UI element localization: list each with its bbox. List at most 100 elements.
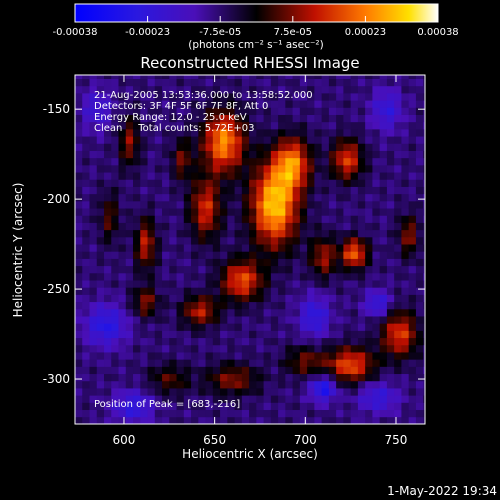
heatmap-cell: [365, 323, 373, 331]
heatmap-cell: [198, 280, 206, 288]
heatmap-cell: [147, 186, 156, 195]
heatmap-cell: [125, 143, 134, 151]
heatmap-cell: [401, 337, 410, 346]
heatmap-cell: [365, 280, 373, 288]
heatmap-cell: [401, 308, 410, 317]
heatmap-cell: [96, 186, 105, 195]
heatmap-cell: [270, 352, 279, 360]
heatmap-cell: [82, 280, 90, 288]
heatmap-cell: [212, 244, 221, 252]
heatmap-cell: [176, 229, 185, 238]
heatmap-cell: [249, 179, 257, 187]
heatmap-cell: [227, 186, 235, 195]
heatmap-cell: [401, 316, 410, 324]
heatmap-cell: [249, 200, 257, 209]
heatmap-cell: [234, 75, 243, 79]
heatmap-cell: [183, 251, 192, 259]
heatmap-cell: [234, 107, 243, 115]
heatmap-cell: [82, 416, 90, 425]
heatmap-cell: [234, 229, 243, 238]
heatmap-cell: [423, 251, 426, 259]
heatmap-cell: [154, 229, 163, 238]
heatmap-cell: [241, 330, 250, 339]
heatmap-cell: [365, 179, 373, 187]
heatmap-cell: [365, 373, 373, 382]
heatmap-cell: [423, 373, 426, 382]
heatmap-cell: [111, 164, 119, 173]
heatmap-cell: [169, 236, 177, 245]
heatmap-cell: [408, 200, 417, 209]
heatmap-cell: [249, 323, 257, 331]
heatmap-cell: [234, 92, 243, 101]
heatmap-cell: [394, 128, 402, 137]
heatmap-cell: [328, 164, 337, 173]
heatmap-cell: [263, 85, 272, 94]
heatmap-cell: [183, 344, 192, 353]
heatmap-cell: [169, 179, 177, 187]
heatmap-cell: [292, 330, 301, 339]
heatmap-cell: [89, 344, 98, 353]
heatmap-cell: [227, 121, 235, 130]
heatmap-cell: [365, 200, 373, 209]
heatmap-cell: [169, 107, 177, 115]
heatmap-cell: [401, 366, 410, 375]
heatmap-cell: [104, 236, 112, 245]
heatmap-cell: [169, 301, 177, 310]
heatmap-cell: [372, 164, 381, 173]
heatmap-cell: [111, 294, 119, 303]
heatmap-cell: [299, 143, 308, 151]
heatmap-cell: [241, 352, 250, 360]
heatmap-cell: [263, 100, 272, 108]
heatmap-cell: [104, 136, 112, 144]
heatmap-cell: [285, 172, 294, 180]
heatmap-cell: [183, 301, 192, 310]
heatmap-cell: [118, 359, 127, 367]
heatmap-cell: [147, 308, 156, 317]
heatmap-cell: [321, 280, 330, 288]
heatmap-cell: [263, 121, 272, 130]
heatmap-cell: [336, 265, 344, 274]
heatmap-cell: [241, 222, 250, 231]
heatmap-cell: [256, 359, 264, 367]
heatmap-cell: [234, 78, 243, 87]
heatmap-cell: [357, 330, 366, 339]
heatmap-cell: [154, 344, 163, 353]
heatmap-cell: [147, 92, 156, 101]
heatmap-cell: [408, 114, 417, 123]
heatmap-cell: [270, 85, 279, 94]
heatmap-cell: [299, 236, 308, 245]
heatmap-cell: [133, 186, 141, 195]
heatmap-cell: [249, 143, 257, 151]
heatmap-cell: [278, 114, 286, 123]
heatmap-cell: [328, 337, 337, 346]
heatmap-cell: [350, 172, 359, 180]
heatmap-cell: [314, 373, 323, 382]
heatmap-cell: [285, 308, 294, 317]
heatmap-cell: [154, 316, 163, 324]
heatmap-cell: [162, 215, 170, 223]
heatmap-cell: [220, 215, 228, 223]
heatmap-cell: [169, 416, 177, 425]
heatmap-cell: [372, 373, 381, 382]
heatmap-cell: [292, 352, 301, 360]
heatmap-cell: [270, 409, 279, 418]
heatmap-cell: [96, 294, 105, 303]
heatmap-cell: [270, 380, 279, 389]
heatmap-cell: [96, 344, 105, 353]
heatmap-cell: [401, 186, 410, 195]
heatmap-cell: [379, 121, 388, 130]
heatmap-cell: [263, 164, 272, 173]
heatmap-cell: [408, 75, 417, 79]
heatmap-cell: [241, 373, 250, 382]
heatmap-cell: [169, 164, 177, 173]
heatmap-cell: [227, 294, 235, 303]
heatmap-cell: [336, 409, 344, 418]
heatmap-cell: [423, 186, 426, 195]
heatmap-cell: [263, 107, 272, 115]
heatmap-cell: [379, 114, 388, 123]
heatmap-cell: [292, 164, 301, 173]
heatmap-cell: [299, 136, 308, 144]
heatmap-cell: [299, 229, 308, 238]
heatmap-cell: [328, 244, 337, 252]
heatmap-cell: [118, 301, 127, 310]
